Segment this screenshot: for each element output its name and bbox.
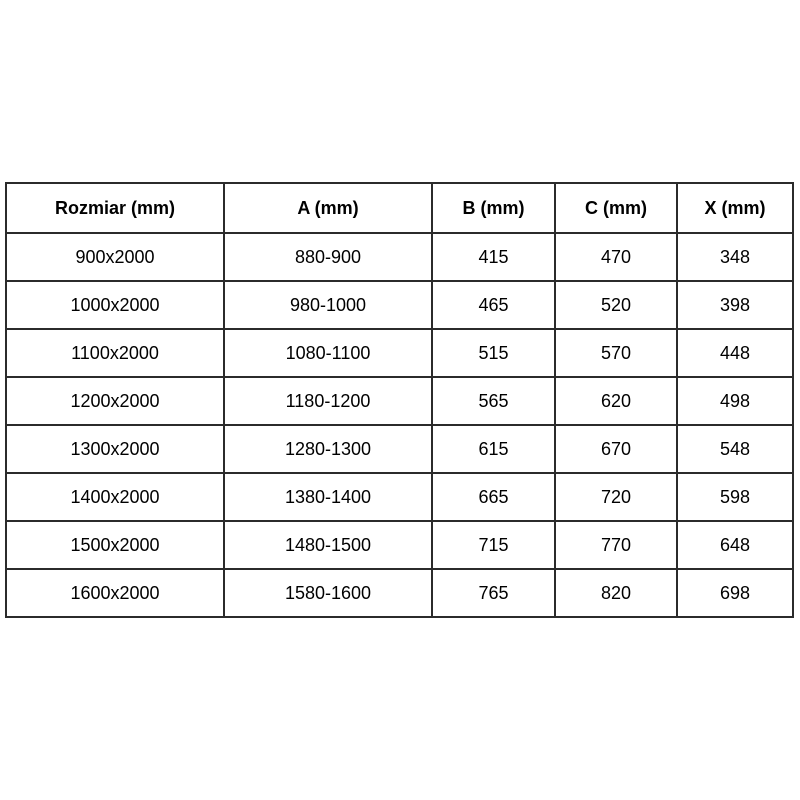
table-cell-b: 515: [431, 328, 556, 378]
table-row: 1000x2000 980-1000 465 520 398: [5, 280, 794, 330]
table-cell-rozmiar: 900x2000: [5, 232, 225, 282]
table-cell-rozmiar: 1300x2000: [5, 424, 225, 474]
table-row: 1300x2000 1280-1300 615 670 548: [5, 424, 794, 474]
table-cell-b: 415: [431, 232, 556, 282]
table-row: 900x2000 880-900 415 470 348: [5, 232, 794, 282]
table-header-row: Rozmiar (mm) A (mm) B (mm) C (mm) X (mm): [5, 182, 794, 234]
table-cell-rozmiar: 1200x2000: [5, 376, 225, 426]
size-table-container: Rozmiar (mm) A (mm) B (mm) C (mm) X (mm)…: [5, 182, 794, 618]
table-cell-a: 1080-1100: [223, 328, 433, 378]
table-cell-x: 698: [676, 568, 794, 618]
table-cell-x: 598: [676, 472, 794, 522]
table-cell-a: 1280-1300: [223, 424, 433, 474]
table-cell-b: 715: [431, 520, 556, 570]
table-cell-rozmiar: 1100x2000: [5, 328, 225, 378]
table-cell-rozmiar: 1600x2000: [5, 568, 225, 618]
table-cell-x: 548: [676, 424, 794, 474]
table-cell-b: 665: [431, 472, 556, 522]
table-cell-a: 1480-1500: [223, 520, 433, 570]
table-row: 1200x2000 1180-1200 565 620 498: [5, 376, 794, 426]
table-cell-a: 1180-1200: [223, 376, 433, 426]
table-cell-a: 1380-1400: [223, 472, 433, 522]
size-spec-table: Rozmiar (mm) A (mm) B (mm) C (mm) X (mm)…: [5, 182, 794, 618]
table-cell-c: 470: [554, 232, 678, 282]
table-cell-rozmiar: 1400x2000: [5, 472, 225, 522]
table-cell-b: 765: [431, 568, 556, 618]
table-cell-rozmiar: 1500x2000: [5, 520, 225, 570]
table-cell-b: 565: [431, 376, 556, 426]
column-header-c: C (mm): [554, 182, 678, 234]
table-cell-c: 820: [554, 568, 678, 618]
table-cell-x: 348: [676, 232, 794, 282]
column-header-x: X (mm): [676, 182, 794, 234]
table-cell-b: 465: [431, 280, 556, 330]
table-cell-c: 770: [554, 520, 678, 570]
table-cell-c: 720: [554, 472, 678, 522]
table-cell-x: 498: [676, 376, 794, 426]
table-cell-c: 670: [554, 424, 678, 474]
column-header-rozmiar: Rozmiar (mm): [5, 182, 225, 234]
table-cell-a: 1580-1600: [223, 568, 433, 618]
table-cell-c: 620: [554, 376, 678, 426]
table-cell-x: 448: [676, 328, 794, 378]
table-cell-x: 398: [676, 280, 794, 330]
table-cell-x: 648: [676, 520, 794, 570]
table-cell-a: 980-1000: [223, 280, 433, 330]
table-cell-c: 570: [554, 328, 678, 378]
table-cell-b: 615: [431, 424, 556, 474]
column-header-b: B (mm): [431, 182, 556, 234]
table-cell-c: 520: [554, 280, 678, 330]
table-row: 1100x2000 1080-1100 515 570 448: [5, 328, 794, 378]
table-cell-a: 880-900: [223, 232, 433, 282]
table-row: 1600x2000 1580-1600 765 820 698: [5, 568, 794, 618]
table-row: 1500x2000 1480-1500 715 770 648: [5, 520, 794, 570]
column-header-a: A (mm): [223, 182, 433, 234]
table-row: 1400x2000 1380-1400 665 720 598: [5, 472, 794, 522]
table-cell-rozmiar: 1000x2000: [5, 280, 225, 330]
